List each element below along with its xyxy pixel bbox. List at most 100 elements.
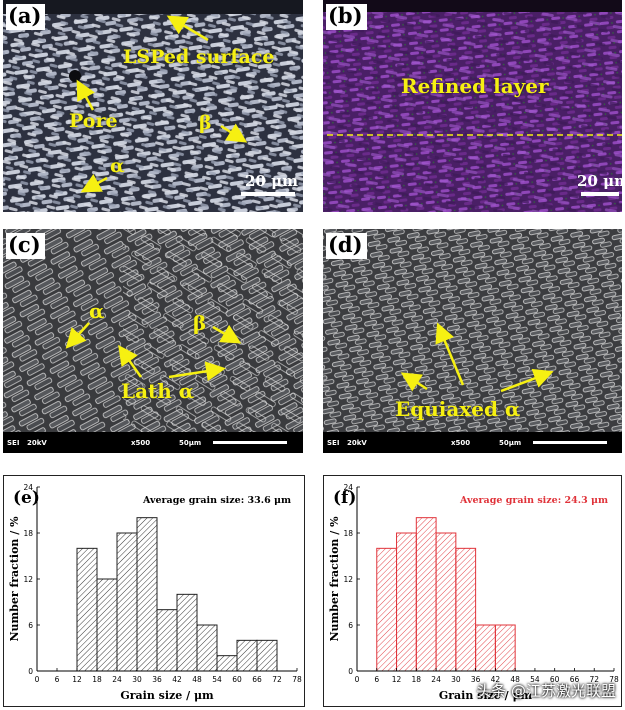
panel-a-arrows bbox=[76, 15, 295, 196]
x-tick-label: 66 bbox=[252, 675, 262, 684]
panel-tag-e: (e) bbox=[13, 488, 40, 508]
x-tick-label: 54 bbox=[212, 675, 222, 684]
x-tick-label: 18 bbox=[412, 675, 422, 684]
histogram-bar bbox=[236, 639, 258, 672]
average-grain-size-annotation: Average grain size: 24.3 μm bbox=[459, 495, 608, 506]
x-tick-label: 0 bbox=[355, 675, 360, 684]
y-tick-label: 0 bbox=[28, 667, 33, 676]
alpha-arrow-c bbox=[65, 322, 90, 349]
panel-tag-d: (d) bbox=[326, 233, 367, 259]
scale-text-a: 20 μm bbox=[245, 172, 298, 190]
pore-arrow bbox=[76, 79, 95, 111]
average-grain-size-annotation: Average grain size: 33.6 μm bbox=[142, 495, 291, 506]
sem-scale-text-d: 50μm bbox=[499, 439, 522, 447]
x-tick-label: 30 bbox=[451, 675, 461, 684]
sem-mode-d: SEI bbox=[327, 439, 340, 447]
histogram-panel-f: (f) Average grain size: 24.3 μm 0 6 12 18 24 30… bbox=[323, 475, 622, 707]
y-tick-label: 18 bbox=[343, 529, 353, 538]
x-axis-label: Grain size / μm bbox=[120, 689, 214, 702]
x-tick-label: 78 bbox=[609, 675, 619, 684]
micrograph-d-image bbox=[323, 229, 622, 453]
x-tick-label: 6 bbox=[55, 675, 60, 684]
histogram-frame-e bbox=[3, 475, 305, 707]
histogram-bar bbox=[435, 532, 457, 672]
x-tick-label: 72 bbox=[589, 675, 599, 684]
micrograph-b: (b) Refined layer 20 μm bbox=[323, 0, 622, 212]
beta-arrow-a bbox=[220, 123, 248, 143]
histogram-panel-e: (e) Average grain size: 33.6 μm 0 6 12 18 24 30… bbox=[3, 475, 305, 707]
sem-mode-c: SEI bbox=[7, 439, 20, 447]
sem-info-bar-c: SEI 20kV x500 50μm bbox=[3, 432, 303, 453]
histogram-bar bbox=[256, 639, 278, 672]
y-axis-label: Number fraction / % bbox=[8, 516, 21, 642]
scale-bar-a bbox=[241, 192, 295, 196]
equiaxed-arrow-left bbox=[400, 372, 428, 392]
scale-bar-b bbox=[581, 192, 619, 196]
histogram-bar bbox=[216, 655, 238, 672]
x-tick-label: 24 bbox=[431, 675, 441, 684]
label-alpha-c: α bbox=[89, 299, 105, 323]
histogram-frame-f bbox=[323, 475, 622, 707]
histogram-bar bbox=[76, 547, 98, 672]
histogram-chart-f: (f) Average grain size: 24.3 μm 0 6 12 18 24 30… bbox=[328, 483, 619, 702]
micrograph-c-image bbox=[3, 229, 303, 453]
histogram-bar bbox=[415, 517, 437, 672]
x-tick-label: 66 bbox=[570, 675, 580, 684]
histogram-chart-e: (e) Average grain size: 33.6 μm 0 6 12 18 24 30… bbox=[8, 483, 302, 702]
x-tick-label: 24 bbox=[112, 675, 122, 684]
histogram-bar bbox=[494, 624, 516, 672]
sem-kv-d: 20kV bbox=[347, 439, 367, 447]
x-tick-label: 6 bbox=[374, 675, 379, 684]
x-tick-label: 78 bbox=[292, 675, 302, 684]
micrograph-a: (a) LSPed surface Pore β α 20 μm bbox=[3, 0, 303, 212]
micrograph-c: (c) α β Lath α SEI 20kV x500 50μm bbox=[3, 229, 303, 453]
sem-scale-bar-d bbox=[533, 441, 607, 444]
histogram-bar bbox=[116, 532, 138, 672]
alpha-arrow-a bbox=[80, 174, 108, 193]
lath-arrow-left bbox=[118, 344, 143, 378]
beta-arrow-c bbox=[212, 324, 242, 344]
x-tick-label: 60 bbox=[232, 675, 242, 684]
x-tick-label: 12 bbox=[72, 675, 82, 684]
x-tick-label: 48 bbox=[192, 675, 202, 684]
label-beta-c: β bbox=[193, 311, 207, 335]
histogram-bar bbox=[396, 532, 417, 672]
x-tick-label: 36 bbox=[152, 675, 162, 684]
x-tick-label: 60 bbox=[550, 675, 560, 684]
label-beta-a: β bbox=[199, 112, 212, 134]
label-equiaxed-alpha: Equiaxed α bbox=[395, 397, 521, 421]
sem-scale-bar-c bbox=[213, 441, 287, 444]
x-tick-label: 0 bbox=[35, 675, 40, 684]
y-axis-label: Number fraction / % bbox=[328, 516, 341, 642]
panel-tag-a: (a) bbox=[6, 4, 46, 30]
histogram-bar bbox=[96, 578, 118, 672]
panel-tag-f: (f) bbox=[333, 488, 356, 508]
x-axis-label: Grain size / μm bbox=[439, 689, 533, 702]
label-lsped-surface: LSPed surface bbox=[123, 46, 275, 68]
y-tick-label: 6 bbox=[348, 621, 353, 630]
y-tick-label: 18 bbox=[23, 529, 33, 538]
label-pore: Pore bbox=[69, 110, 118, 132]
label-lath-alpha: Lath α bbox=[121, 379, 195, 403]
panel-tag-c: (c) bbox=[6, 233, 45, 259]
sem-mag-d: x500 bbox=[451, 439, 471, 447]
watermark: 头条 @江苏激光联盟 bbox=[476, 682, 616, 700]
micrograph-b-image bbox=[323, 0, 622, 212]
sem-kv-c: 20kV bbox=[27, 439, 47, 447]
equiaxed-arrow-up bbox=[435, 322, 465, 386]
x-tick-label: 48 bbox=[510, 675, 520, 684]
histogram-bar bbox=[196, 624, 218, 672]
x-tick-label: 18 bbox=[92, 675, 102, 684]
histogram-bar bbox=[176, 593, 198, 672]
y-tick-label: 24 bbox=[23, 483, 33, 492]
micrograph-a-image bbox=[3, 0, 303, 212]
x-tick-label: 30 bbox=[132, 675, 142, 684]
sem-scale-text-c: 50μm bbox=[179, 439, 202, 447]
micrograph-d: (d) Equiaxed α SEI 20kV x500 50μm bbox=[323, 229, 622, 453]
surface-arrow bbox=[166, 15, 209, 42]
histogram-bar bbox=[475, 624, 496, 672]
x-tick-label: 12 bbox=[392, 675, 402, 684]
x-tick-label: 54 bbox=[530, 675, 540, 684]
histogram-bar bbox=[136, 517, 158, 672]
lath-arrow-right bbox=[168, 361, 226, 382]
